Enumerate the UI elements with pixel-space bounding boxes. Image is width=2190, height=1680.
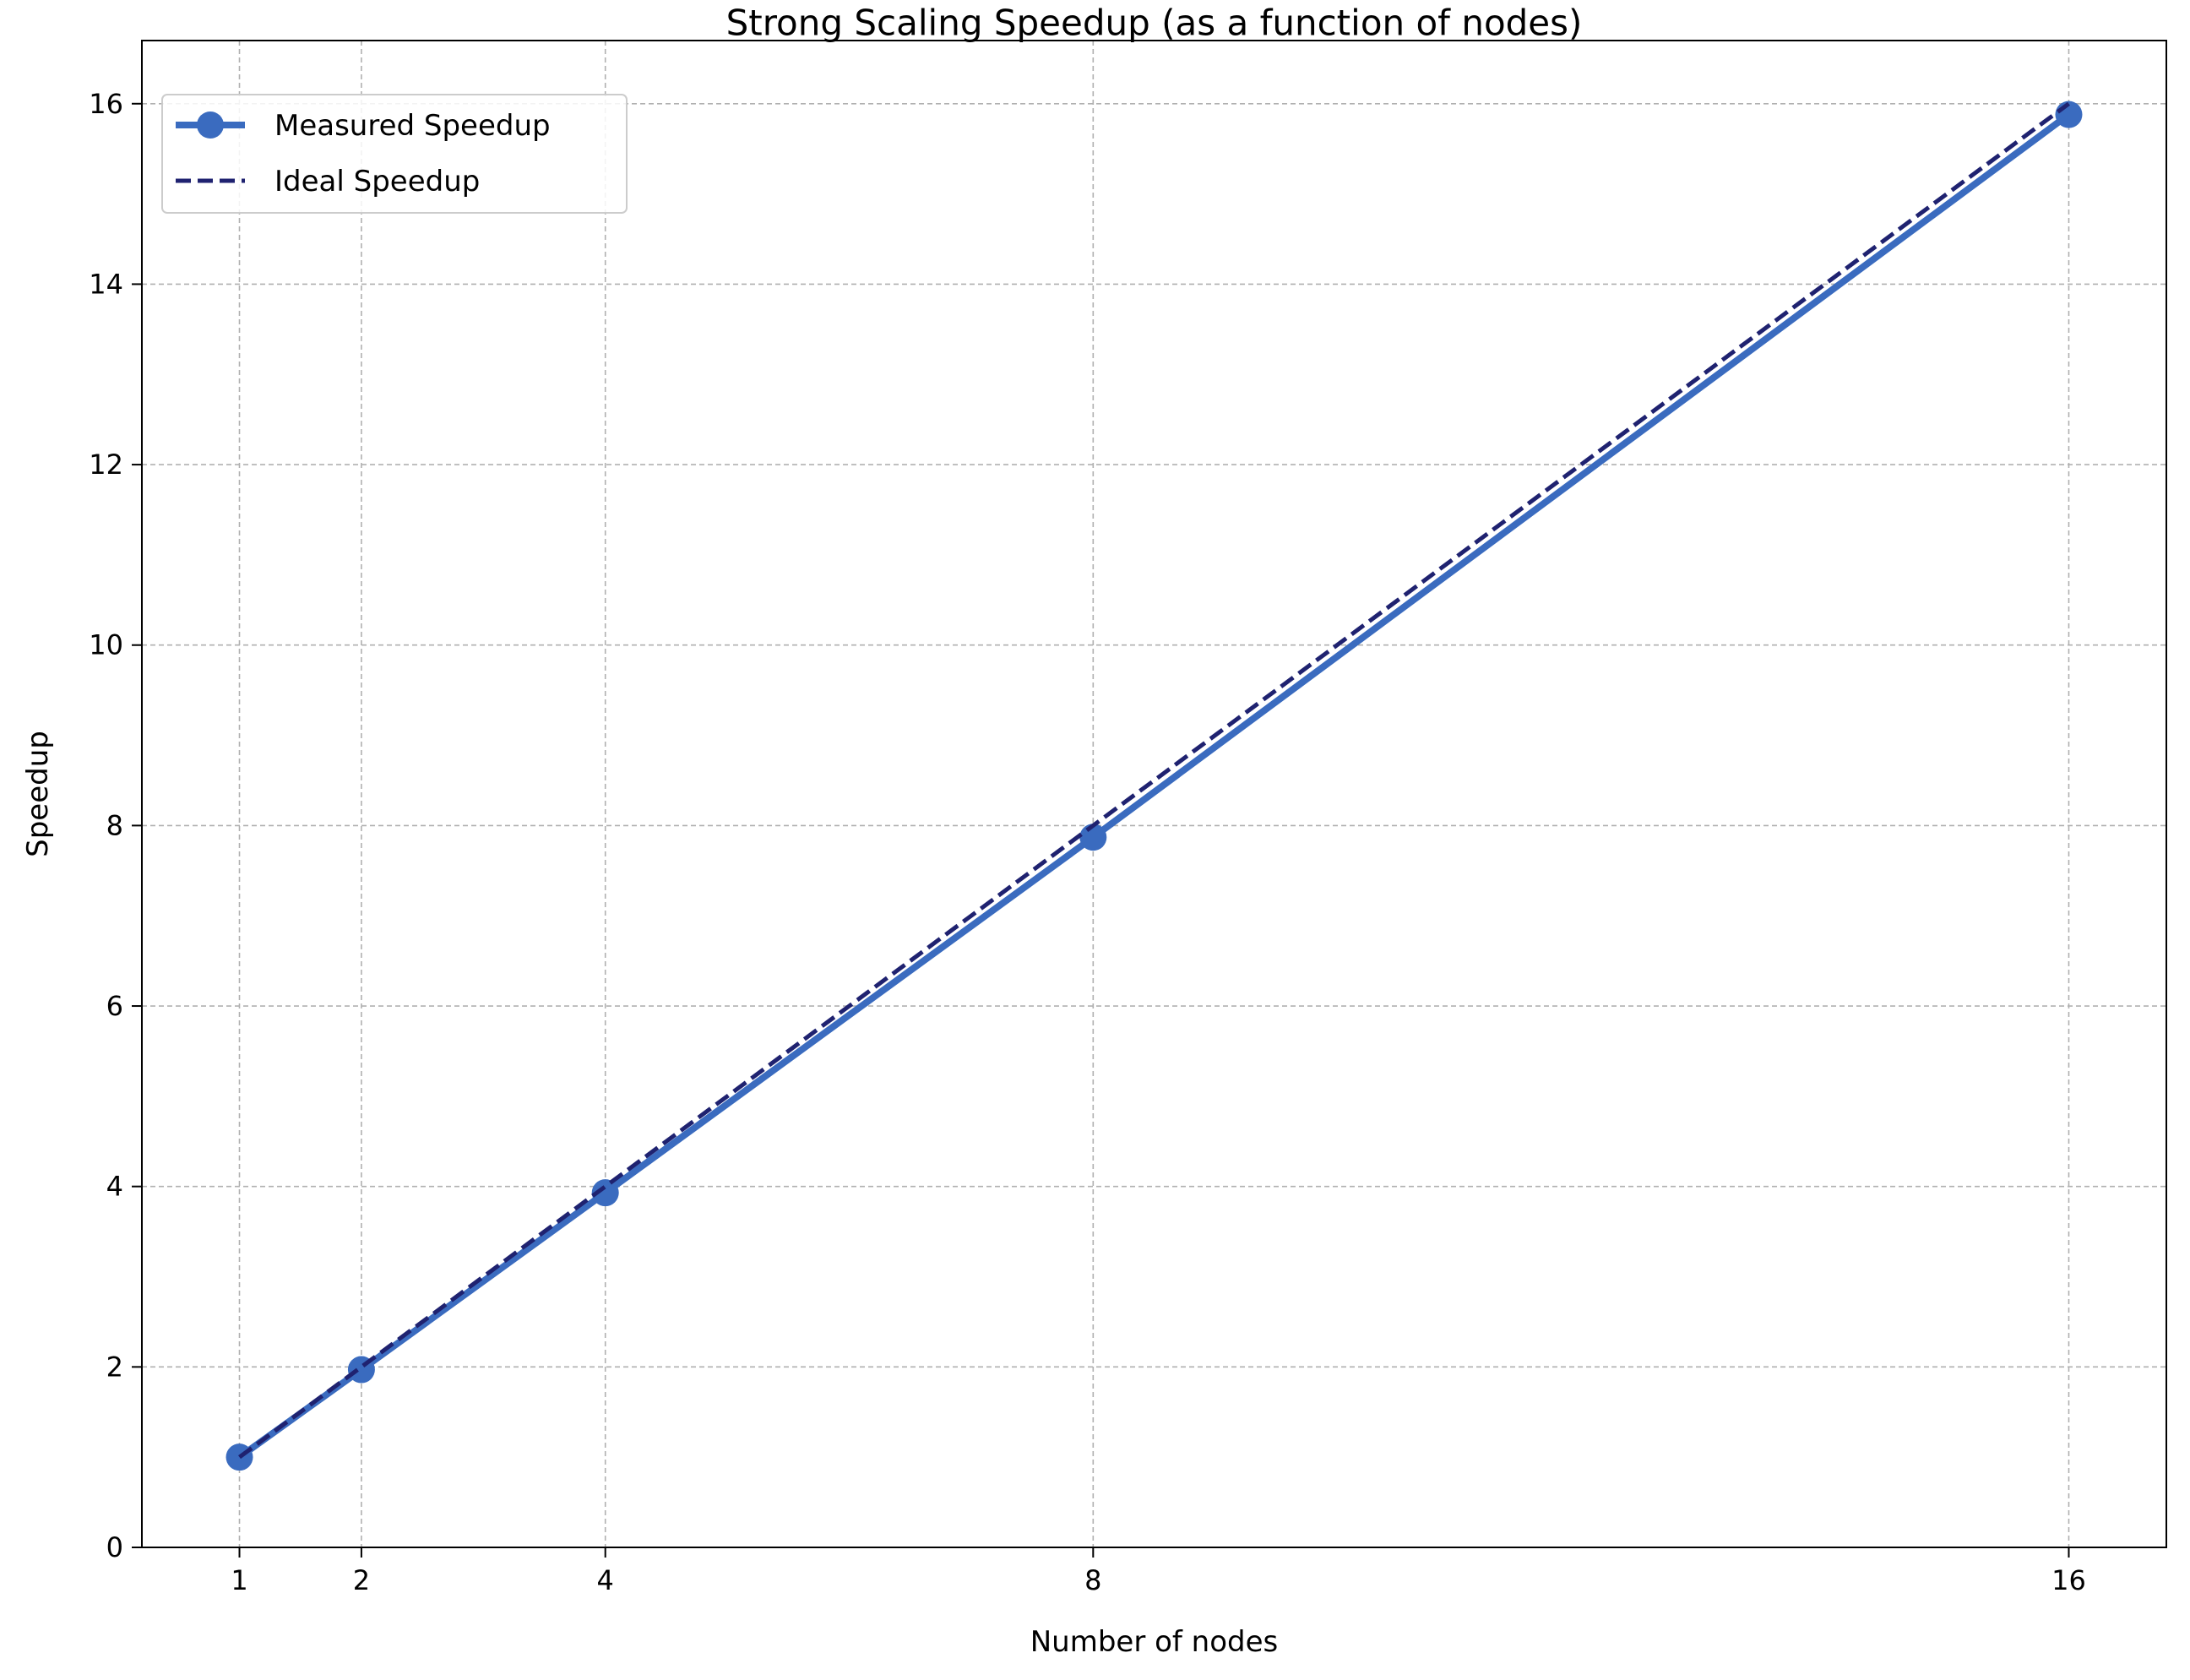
ideal-speedup-line — [238, 101, 2070, 1460]
y-tick-label: 6 — [106, 990, 123, 1022]
y-axis-label: Speedup — [21, 731, 55, 857]
measured-speedup-point — [1079, 824, 1107, 851]
legend-box — [161, 94, 628, 214]
y-tick-label: 16 — [89, 88, 123, 120]
x-tick-label: 8 — [1084, 1564, 1101, 1596]
y-tick-label: 4 — [106, 1171, 123, 1203]
y-tick-label: 12 — [89, 449, 123, 481]
y-tick-label: 14 — [89, 268, 123, 300]
y-tick-label: 8 — [106, 809, 123, 841]
grid-lines — [142, 41, 2166, 1547]
legend: Measured Speedup Ideal Speedup — [161, 94, 628, 214]
chart-title: Strong Scaling Speedup (as a function of… — [726, 3, 1583, 44]
measured-speedup-point — [591, 1179, 619, 1207]
series-layer — [226, 101, 2083, 1471]
legend-measured-label: Measured Speedup — [274, 109, 551, 143]
y-tick-label: 2 — [106, 1351, 123, 1383]
legend-ideal-label: Ideal Speedup — [274, 165, 480, 198]
legend-measured-marker — [197, 111, 224, 139]
x-axis-label: Number of nodes — [1030, 1625, 1279, 1659]
x-tick-label: 2 — [353, 1564, 370, 1596]
y-tick-label: 10 — [89, 629, 123, 661]
x-tick-label: 4 — [597, 1564, 614, 1596]
plot-area-frame — [141, 40, 2167, 1548]
y-tick-label: 0 — [106, 1531, 123, 1563]
x-tick-label: 1 — [231, 1564, 247, 1596]
x-tick-label: 16 — [2051, 1564, 2086, 1596]
